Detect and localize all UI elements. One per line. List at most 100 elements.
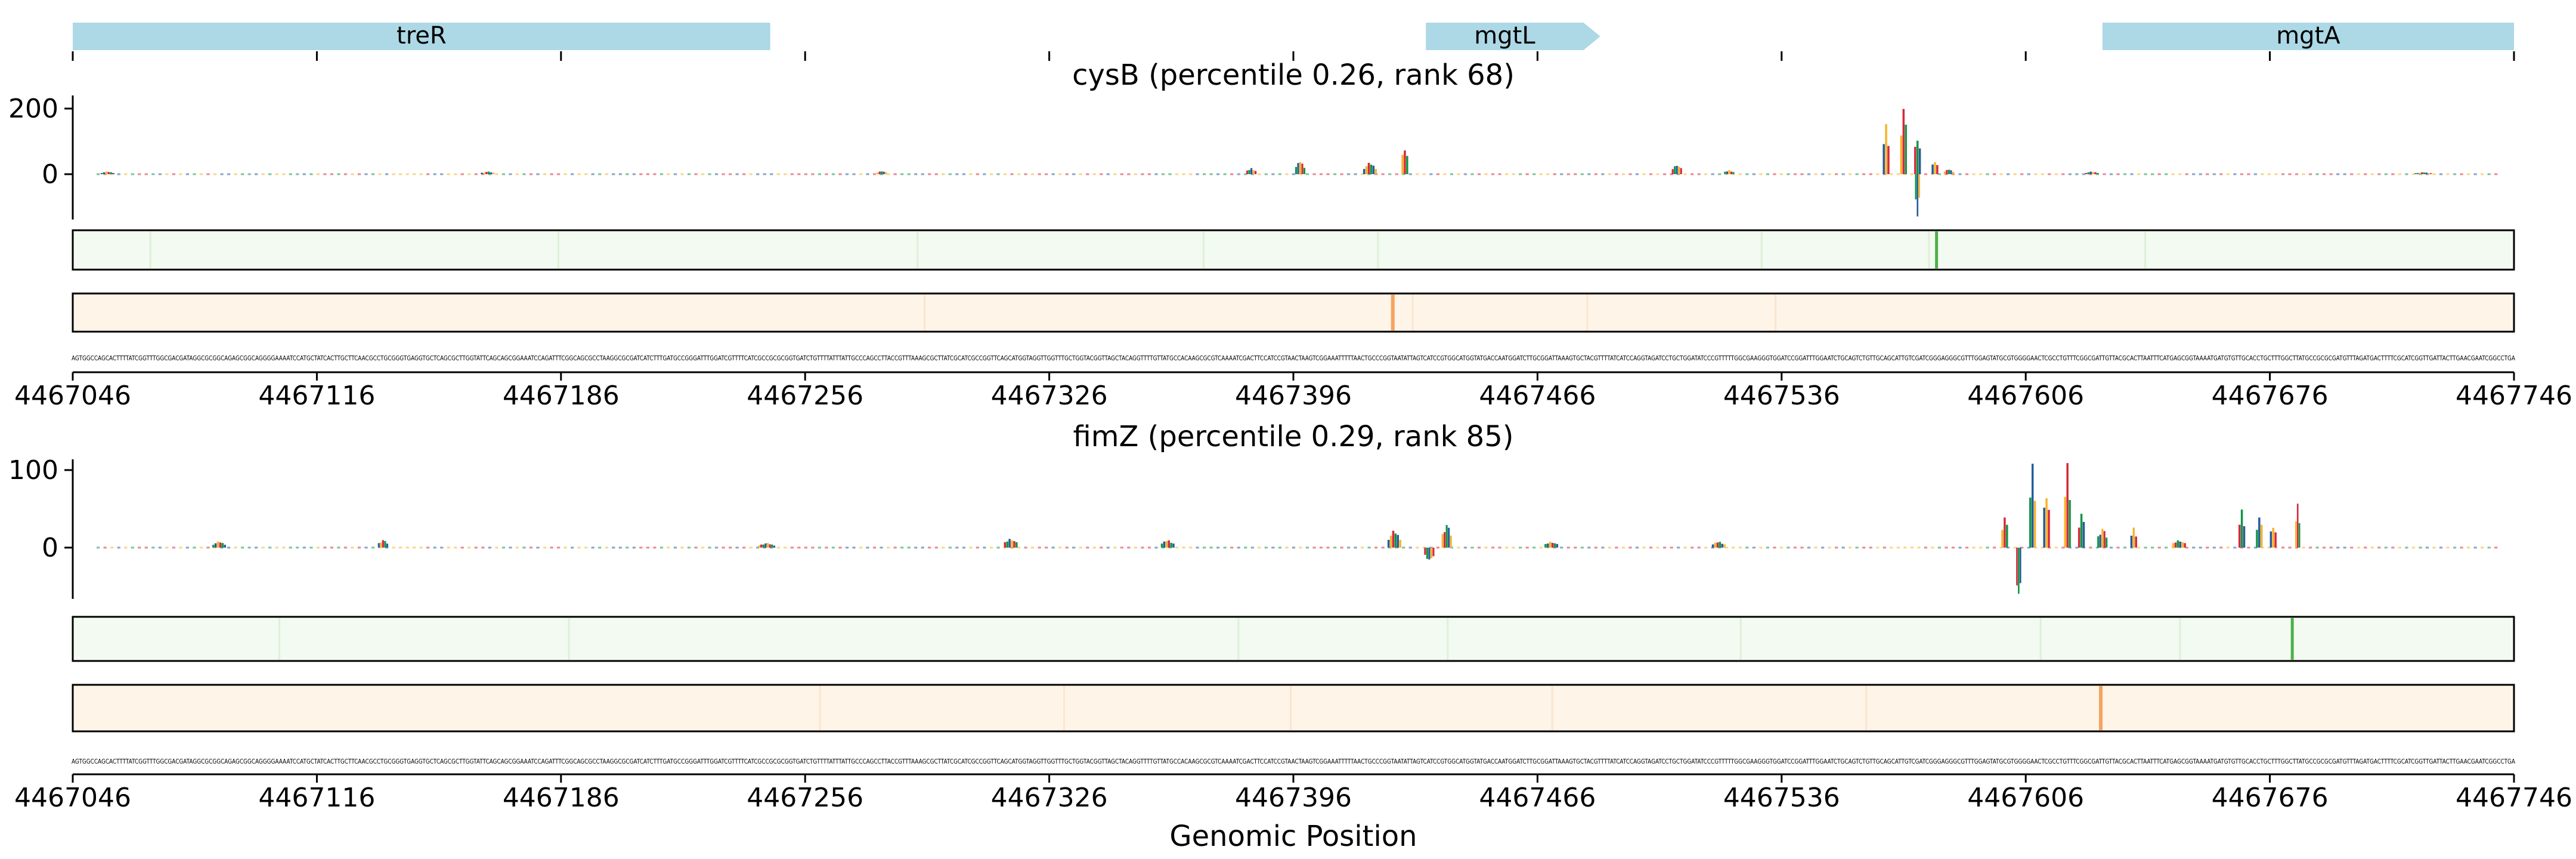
baseline-mark	[2446, 173, 2450, 175]
baseline-mark	[2439, 173, 2443, 175]
logo-bar	[2261, 524, 2263, 548]
baseline-mark	[2247, 173, 2250, 175]
logo-bar	[2092, 172, 2094, 174]
baseline-mark	[536, 173, 540, 175]
orange-heatmap-box	[72, 292, 2515, 333]
logo-bar	[2097, 536, 2100, 548]
baseline-mark	[316, 546, 320, 549]
baseline-mark	[2302, 546, 2305, 549]
baseline-mark	[550, 546, 553, 549]
baseline-mark	[1044, 173, 1048, 175]
baseline-mark	[275, 546, 278, 549]
logo-bar	[483, 172, 485, 174]
baseline-mark	[660, 173, 664, 175]
baseline-mark	[2281, 546, 2285, 549]
baseline-mark	[577, 173, 581, 175]
baseline-mark	[440, 546, 444, 549]
logo-bar	[2001, 530, 2004, 548]
gene-mgtA-label: mgtA	[2276, 22, 2340, 50]
logo-bar	[1389, 535, 1392, 548]
y-tick-label: 0	[42, 159, 58, 190]
baseline-mark	[770, 173, 773, 175]
baseline-mark	[1491, 173, 1495, 175]
logo-bar	[2103, 531, 2106, 548]
baseline-mark	[955, 546, 959, 549]
baseline-mark	[2419, 546, 2422, 549]
baseline-mark	[1766, 546, 1770, 549]
x-tick-label: 4467326	[991, 783, 1108, 813]
baseline-mark	[501, 546, 506, 549]
baseline-mark	[440, 173, 444, 175]
baseline-mark	[1209, 173, 1213, 175]
baseline-mark	[989, 173, 993, 175]
baseline-mark	[1470, 546, 1474, 549]
green-heat-cell	[278, 618, 281, 660]
logo-bar	[1551, 542, 1554, 548]
orange-heat-cell	[1551, 686, 1553, 730]
baseline-mark	[1787, 546, 1790, 549]
baseline-mark	[831, 546, 835, 549]
baseline-mark	[1849, 173, 1852, 175]
logo-bar	[758, 545, 760, 548]
baseline-mark	[1388, 173, 1392, 175]
baseline-mark	[2288, 173, 2292, 175]
baseline-mark	[570, 173, 574, 175]
gene-treR-arrow	[73, 23, 770, 50]
logo-bar	[1549, 542, 1552, 548]
x-tick-label: 4467676	[2212, 381, 2329, 411]
logo-bar	[1544, 543, 1547, 548]
baseline-mark	[1662, 173, 1667, 175]
logo-bar	[1363, 169, 1366, 174]
baseline-mark	[570, 546, 574, 549]
baseline-mark	[1759, 546, 1763, 549]
baseline-mark	[2274, 173, 2278, 175]
logo-bar	[212, 545, 215, 548]
baseline-mark	[1161, 173, 1165, 175]
logo-bar	[1367, 162, 1370, 174]
baseline-mark	[2377, 173, 2381, 175]
baseline-mark	[2308, 173, 2312, 175]
baseline-mark	[1381, 173, 1385, 175]
green-heat-cell	[1202, 231, 1205, 268]
baseline-mark	[1271, 173, 1275, 175]
logo-bar	[1676, 165, 1678, 174]
baseline-mark	[2054, 173, 2058, 175]
baseline-mark	[1106, 173, 1110, 175]
baseline-mark	[811, 546, 815, 549]
baseline-mark	[1278, 546, 1281, 549]
baseline-mark	[921, 546, 924, 549]
baseline-mark	[1800, 173, 1804, 175]
baseline-mark	[1566, 173, 1570, 175]
baseline-mark	[1223, 173, 1227, 175]
baseline-mark	[1518, 546, 1522, 549]
baseline-mark	[1504, 546, 1509, 549]
baseline-mark	[2384, 546, 2388, 549]
baseline-mark	[447, 546, 450, 549]
logo-bar	[112, 172, 114, 174]
baseline-mark	[2391, 546, 2395, 549]
y-tick-label: 100	[8, 455, 58, 486]
baseline-mark	[907, 546, 911, 549]
x-tick-label: 4467186	[503, 381, 620, 411]
baseline-mark	[2253, 546, 2258, 549]
baseline-mark	[2007, 546, 2010, 549]
baseline-mark	[1003, 173, 1007, 175]
baseline-mark	[2425, 546, 2429, 549]
baseline-mark	[495, 173, 499, 175]
baseline-mark	[2336, 546, 2340, 549]
orange-heatmap-box	[72, 684, 2515, 733]
baseline-mark	[1649, 546, 1653, 549]
baseline-mark	[818, 546, 822, 549]
baseline-mark	[199, 546, 203, 549]
baseline-mark	[983, 173, 986, 175]
baseline-mark	[261, 173, 265, 175]
logo-bar	[1163, 541, 1166, 548]
logo-bar	[481, 172, 483, 174]
logo-bar	[2045, 498, 2048, 548]
baseline-mark	[2405, 546, 2408, 549]
logo-bar	[1931, 164, 1934, 174]
logo-bar	[1165, 541, 1168, 548]
baseline-mark	[254, 546, 258, 549]
baseline-mark	[261, 546, 265, 549]
